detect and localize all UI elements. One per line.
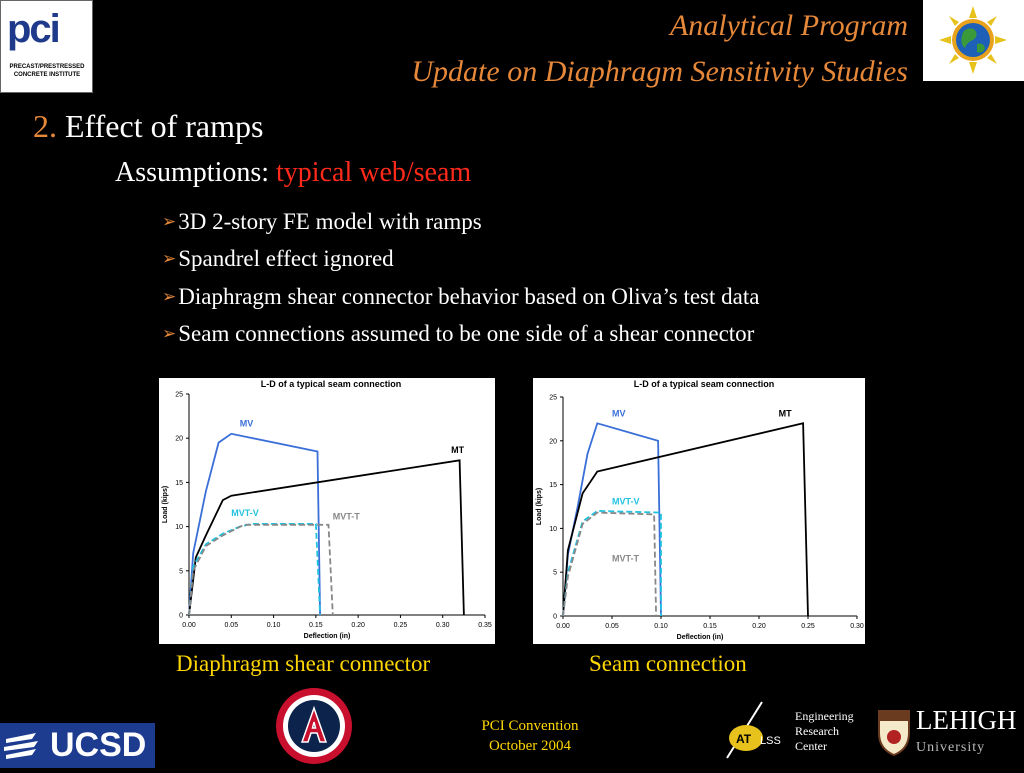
- series-line-mv: [562, 422, 662, 617]
- x-tick-label: 0.15: [703, 623, 717, 630]
- caption-seam-connection: Seam connection: [589, 651, 747, 676]
- series-line-mt: [188, 459, 465, 616]
- arrow-bullet-icon: ➢: [162, 212, 177, 232]
- chart-seam-connection: L-D of a typical seam connection 0 5 10 15 20…: [533, 378, 865, 644]
- pci-logo: pci PRECAST/PRESTRESSED CONCRETE INSTITU…: [0, 0, 93, 93]
- footer-event-name: PCI Convention: [481, 718, 579, 734]
- ucsd-text: UCSD: [50, 726, 147, 764]
- y-tick-label: 5: [179, 568, 183, 575]
- lehigh-name: LEHIGH: [916, 705, 1017, 735]
- arrow-bullet-icon: ➢: [162, 249, 177, 269]
- lehigh-logo: LEHIGH University: [876, 705, 1024, 763]
- x-tick-label: 0.15: [309, 622, 323, 629]
- series-label-mvt-v: MVT-V: [612, 497, 640, 507]
- footer-event: PCI Convention October 2004: [460, 716, 600, 756]
- x-tick-label: 0.20: [752, 623, 766, 630]
- lehigh-university: University: [916, 740, 986, 755]
- pci-logo-letters: pci: [7, 7, 61, 51]
- x-tick-label: 0.05: [224, 622, 238, 629]
- y-axis-label: Load (kips): [536, 488, 543, 525]
- y-tick-label: 15: [175, 480, 183, 487]
- chart-shear-connector: L-D of a typical seam connection 0 5 10 15 20…: [159, 378, 495, 644]
- arrow-bullet-icon: ➢: [162, 287, 177, 307]
- x-axis-label: Deflection (in): [304, 633, 351, 640]
- bullet-text: 3D 2-story FE model with ramps: [178, 209, 482, 234]
- assumptions-highlight: typical web/seam: [276, 157, 472, 188]
- series-label-mvt-v: MVT-V: [231, 508, 259, 518]
- ucsd-wave-icon: [4, 733, 38, 759]
- lehigh-shield-icon: [878, 710, 910, 757]
- erc-line: Center: [795, 739, 827, 753]
- x-tick-label: 0.30: [850, 623, 864, 630]
- ucsd-logo: UCSD: [0, 723, 155, 768]
- arrow-bullet-icon: ➢: [162, 324, 177, 344]
- erc-label: Engineering Research Center: [795, 709, 854, 754]
- series-label-mt: MT: [451, 445, 464, 455]
- x-tick-label: 0.25: [394, 622, 408, 629]
- x-tick-label: 0.20: [351, 622, 365, 629]
- pci-logo-caption: PRECAST/PRESTRESSED CONCRETE INSTITUTE: [9, 64, 85, 78]
- footer-event-date: October 2004: [488, 738, 572, 754]
- series-line-mvt-v: [188, 522, 321, 616]
- chart-svg: L-D of a typical seam connection 0 5 10 15 20…: [536, 379, 864, 641]
- bullet-item: ➢Spandrel effect ignored: [162, 246, 394, 272]
- y-tick-label: 15: [549, 482, 557, 489]
- svg-text:AT: AT: [736, 732, 752, 746]
- erc-line: Engineering: [795, 709, 854, 723]
- bullet-item: ➢Diaphragm shear connector behavior base…: [162, 284, 759, 310]
- series-label-mt: MT: [779, 408, 792, 418]
- globe-sun-icon: [923, 0, 1024, 81]
- x-axis-label: Deflection (in): [677, 634, 724, 641]
- y-tick-label: 25: [175, 392, 183, 399]
- series-label-mvt-t: MVT-T: [612, 554, 639, 564]
- series-label-mvt-t: MVT-T: [333, 512, 360, 522]
- x-tick-label: 0.25: [801, 623, 815, 630]
- x-tick-label: 0.00: [182, 622, 196, 629]
- x-tick-label: 0.35: [478, 622, 492, 629]
- y-tick-label: 10: [549, 526, 557, 533]
- chart-title: L-D of a typical seam connection: [634, 379, 775, 389]
- y-tick-label: 20: [175, 436, 183, 443]
- bullet-text: Spandrel effect ignored: [178, 246, 394, 271]
- series-line-mvt-t: [188, 523, 334, 616]
- y-tick-label: 0: [553, 614, 557, 621]
- bullet-text: Seam connections assumed to be one side …: [178, 321, 755, 346]
- atlss-text: LSS: [760, 735, 781, 747]
- series-line-mt: [562, 422, 809, 617]
- y-tick-label: 0: [179, 613, 183, 620]
- erc-line: Research: [795, 724, 839, 738]
- y-tick-label: 5: [553, 570, 557, 577]
- slide-title-line1: Analytical Program: [669, 9, 908, 42]
- slide-title-line2: Update on Diaphragm Sensitivity Studies: [411, 55, 908, 88]
- chart-title: L-D of a typical seam connection: [261, 379, 402, 389]
- assumptions-line: Assumptions: typical web/seam: [115, 157, 471, 189]
- y-tick-label: 25: [549, 395, 557, 402]
- section-heading: 2. Effect of ramps: [33, 108, 263, 145]
- caption-shear-connector: Diaphragm shear connector: [176, 651, 431, 676]
- x-tick-label: 0.30: [436, 622, 450, 629]
- y-axis-label: Load (kips): [162, 486, 169, 523]
- bullet-text: Diaphragm shear connector behavior based…: [178, 284, 760, 309]
- x-tick-label: 0.10: [267, 622, 281, 629]
- y-tick-label: 20: [549, 438, 557, 445]
- assumptions-label: Assumptions:: [115, 157, 270, 188]
- university-arizona-seal: [274, 686, 354, 766]
- x-tick-label: 0.05: [605, 623, 619, 630]
- bullet-item: ➢3D 2-story FE model with ramps: [162, 209, 482, 235]
- y-tick-label: 10: [175, 524, 183, 531]
- atlss-logo: AT LSS: [722, 700, 792, 762]
- x-tick-label: 0.10: [654, 623, 668, 630]
- section-number: 2.: [33, 108, 57, 144]
- series-line-mv: [188, 432, 321, 616]
- series-line-mvt-t: [562, 511, 657, 617]
- section-title: Effect of ramps: [65, 108, 264, 144]
- series-label-mv: MV: [612, 408, 626, 418]
- x-tick-label: 0.00: [556, 623, 570, 630]
- bullet-item: ➢Seam connections assumed to be one side…: [162, 321, 754, 347]
- series-label-mv: MV: [240, 419, 254, 429]
- chart-svg: L-D of a typical seam connection 0 5 10 15 20…: [162, 379, 492, 640]
